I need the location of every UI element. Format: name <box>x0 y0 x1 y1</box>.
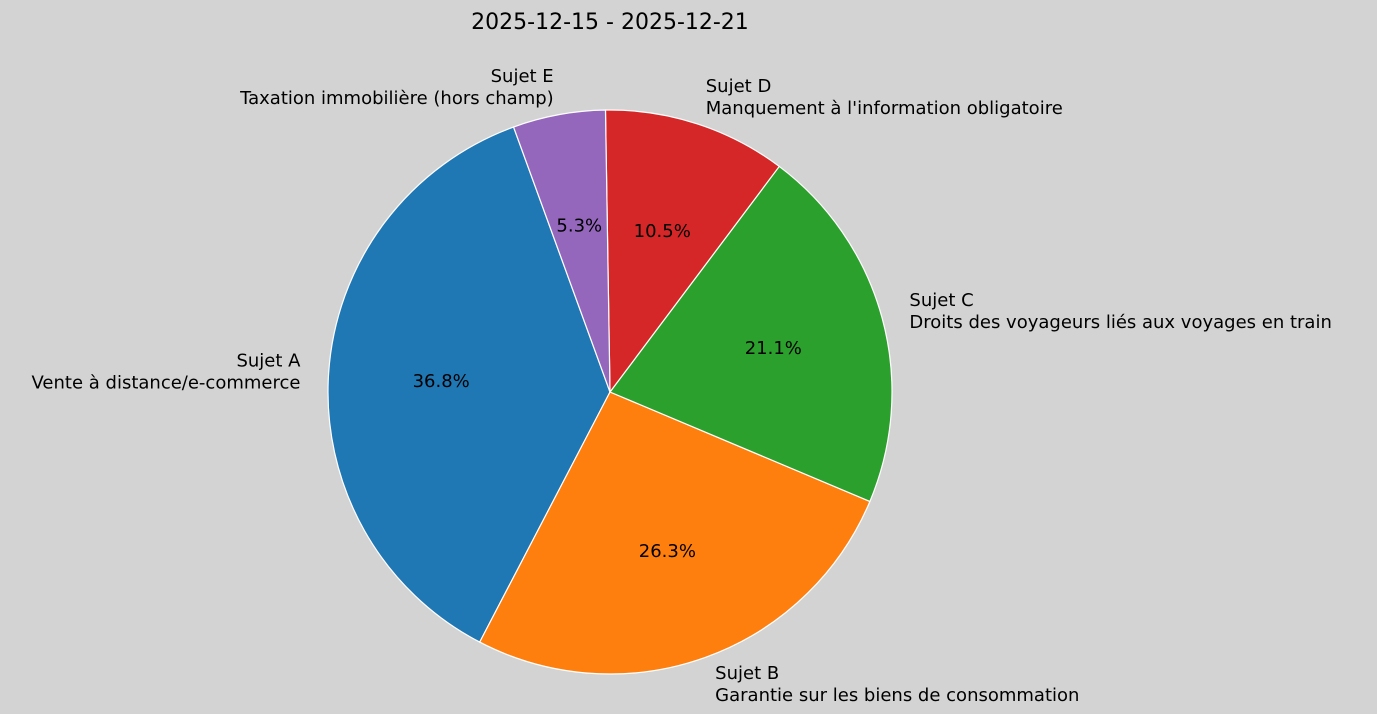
pie-slice-sujet-a <box>327 126 611 643</box>
slice-label: Sujet D Manquement à l'information obliga… <box>706 76 1063 119</box>
slice-label: Sujet E Taxation immobilière (hors champ) <box>239 66 554 109</box>
pie-slice-sujet-c <box>609 165 893 503</box>
slice-description: Taxation immobilière (hors champ) <box>239 88 554 109</box>
slice-name: Sujet D <box>706 76 772 97</box>
pct-label: 26.3% <box>639 541 696 562</box>
slice-description: Manquement à l'information obligatoire <box>706 98 1063 119</box>
slice-description: Vente à distance/e-commerce <box>32 373 301 394</box>
slice-description: Droits des voyageurs liés aux voyages en… <box>909 312 1331 333</box>
slice-label: Sujet C Droits des voyageurs liés aux voy… <box>909 290 1331 333</box>
pie-slice-sujet-b <box>478 391 871 675</box>
pct-label: 36.8% <box>413 371 470 392</box>
pie-slice-sujet-d <box>604 109 781 394</box>
pct-label: 21.1% <box>745 338 802 359</box>
slice-name: Sujet A <box>236 351 301 372</box>
chart-title: 2025-12-15 - 2025-12-21 <box>471 10 749 35</box>
slice-name: Sujet E <box>491 66 554 87</box>
pct-label: 5.3% <box>556 216 602 237</box>
slice-description: Garantie sur les biens de consommation <box>715 685 1079 706</box>
pie-slice-sujet-e <box>512 109 611 393</box>
slice-label: Sujet A Vente à distance/e-commerce <box>32 351 302 394</box>
slice-name: Sujet C <box>909 290 973 311</box>
slice-name: Sujet B <box>715 663 779 684</box>
pct-label: 10.5% <box>634 221 691 242</box>
slice-label: Sujet B Garantie sur les biens de consomm… <box>715 663 1079 706</box>
